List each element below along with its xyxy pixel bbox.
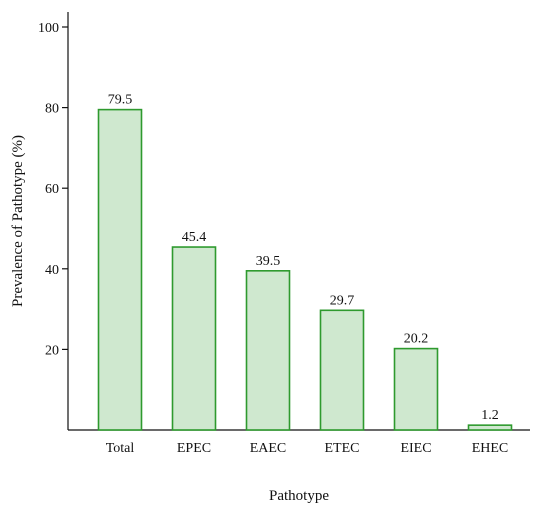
- bar-epec: [171, 246, 217, 431]
- data-label-eiec: 20.2: [404, 332, 429, 347]
- data-label-eaec: 39.5: [256, 254, 281, 269]
- y-tick-label: 60: [45, 182, 59, 197]
- x-tick-label-eaec: EAEC: [250, 441, 287, 456]
- y-tick-label: 20: [45, 343, 59, 358]
- bar-eaec: [245, 270, 291, 431]
- data-label-ehec: 1.2: [481, 408, 499, 423]
- x-tick-label-total: Total: [106, 441, 135, 456]
- y-ticks: 20 40 60 80 100: [38, 21, 68, 358]
- x-tick-label-ehec: EHEC: [472, 441, 509, 456]
- data-label-epec: 45.4: [182, 230, 207, 245]
- axes: [67, 12, 530, 431]
- x-tick-label-eiec: EIEC: [400, 441, 431, 456]
- bar-eiec: [393, 347, 439, 431]
- bars: 79.5 45.4 39.5 29.7 20.2 1.2: [97, 93, 513, 431]
- y-axis-title: Prevalence of Pathotype (%): [10, 135, 26, 307]
- x-ticks: Total EPEC EAEC ETEC EIEC EHEC: [106, 441, 509, 456]
- x-tick-label-epec: EPEC: [177, 441, 211, 456]
- x-axis-title: Pathotype: [269, 488, 329, 504]
- y-tick-label: 40: [45, 263, 59, 278]
- bar-ehec: [467, 424, 513, 431]
- data-label-etec: 29.7: [330, 293, 355, 308]
- y-tick-label: 100: [38, 21, 59, 36]
- bar-total: [97, 108, 143, 431]
- y-tick-label: 80: [45, 102, 59, 117]
- bar-etec: [319, 309, 365, 431]
- x-tick-label-etec: ETEC: [325, 441, 360, 456]
- data-label-total: 79.5: [108, 93, 133, 108]
